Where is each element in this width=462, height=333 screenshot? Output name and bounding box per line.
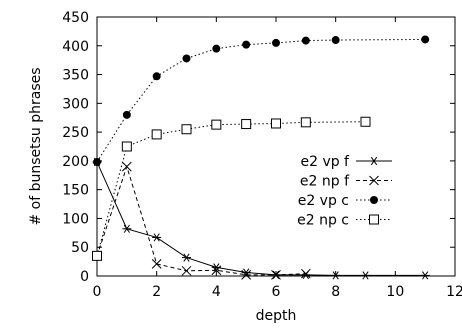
data-point	[121, 141, 132, 152]
data-point	[301, 36, 310, 45]
x-tick-label: 12	[446, 284, 462, 300]
x-tick-label: 10	[386, 284, 404, 300]
series-line-e2-np-f	[96, 165, 306, 276]
legend-marker	[369, 175, 379, 186]
data-point	[182, 54, 191, 63]
data-point	[212, 44, 221, 53]
data-point	[182, 253, 191, 262]
y-tick-label: 350	[62, 68, 89, 84]
data-point	[271, 269, 281, 280]
x-tick-label: 2	[152, 284, 161, 300]
data-point	[181, 124, 192, 135]
legend-item-e2-vp-f: e2 vp f	[300, 154, 392, 170]
data-point	[300, 117, 311, 128]
data-point	[331, 36, 340, 45]
legend-item-e2-vp-c: e2 vp c	[298, 193, 392, 209]
legend-marker	[370, 196, 378, 204]
data-point	[151, 129, 162, 140]
legend-marker	[369, 156, 379, 166]
data-point	[121, 161, 132, 172]
legend-label: e2 vp f	[300, 154, 350, 170]
legend-label: e2 np f	[300, 174, 350, 190]
data-point	[181, 265, 192, 276]
data-point	[421, 35, 430, 44]
data-point	[331, 271, 341, 280]
data-point	[360, 116, 371, 127]
y-axis-title: # of bunsetsu phrases	[28, 67, 44, 225]
y-tick-label: 0	[80, 269, 89, 285]
series-line-e2-np-c	[96, 121, 366, 256]
x-tick-label: 4	[212, 284, 221, 300]
legend-marker	[369, 214, 379, 225]
data-point	[272, 38, 280, 47]
x-tick-label: 6	[272, 284, 281, 300]
y-tick-label: 300	[62, 96, 89, 112]
legend-item-e2-np-c: e2 np c	[297, 213, 392, 229]
data-point	[300, 268, 311, 279]
legend-item-e2-np-f: e2 np f	[300, 174, 392, 190]
plot-frame	[96, 16, 456, 277]
data-point	[93, 158, 101, 167]
series-e2-np-c	[92, 116, 371, 261]
series-line-e2-vp-c	[96, 38, 426, 163]
data-point	[92, 250, 102, 261]
data-point	[241, 119, 252, 130]
y-tick-label: 150	[62, 183, 89, 199]
series-e2-vp-c	[93, 35, 430, 167]
data-point	[242, 40, 251, 49]
data-point	[211, 119, 222, 130]
series-e2-np-f	[92, 161, 311, 280]
y-tick-label: 250	[62, 125, 89, 141]
legend-label: e2 np c	[297, 213, 349, 229]
y-tick-label: 200	[62, 154, 89, 170]
data-point	[152, 72, 161, 81]
y-tick-label: 400	[62, 39, 89, 55]
data-point	[152, 233, 162, 242]
data-point	[420, 271, 430, 280]
x-tick-label: 0	[93, 284, 102, 300]
data-point	[211, 265, 222, 276]
data-point	[271, 118, 281, 129]
x-tick-label: 8	[331, 284, 340, 300]
data-point	[122, 110, 131, 119]
data-point	[122, 224, 132, 233]
data-point	[361, 271, 370, 280]
y-tick-label: 450	[62, 10, 89, 26]
y-tick-label: 100	[62, 211, 89, 227]
y-tick-label: 50	[71, 240, 89, 256]
x-axis-title: depth	[256, 308, 297, 324]
data-point	[241, 269, 252, 280]
legend-label: e2 vp c	[298, 193, 349, 209]
data-point	[151, 259, 162, 269]
series-layer	[92, 35, 430, 280]
legend: e2 vp f e2 np f e2 vp c e2 np c	[297, 154, 392, 229]
axes: 0 50 100 150 200 250 300 350 400 450 0 2 4 6 8 10 12	[62, 10, 462, 300]
